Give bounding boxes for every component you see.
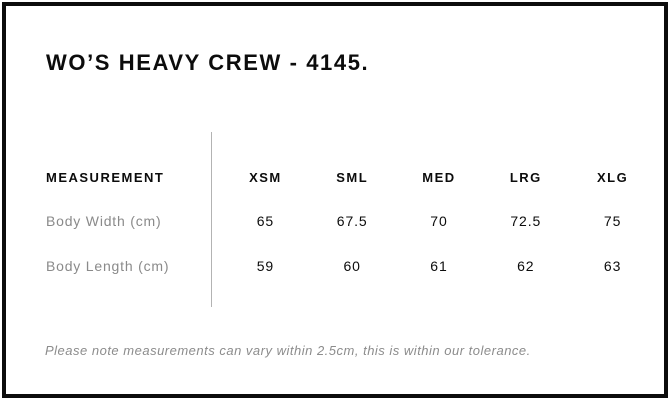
body-width-xlg-value: 75 <box>603 213 622 229</box>
measurement-column-header: MEASUREMENT <box>46 169 165 185</box>
row-label-body-width: Body Width (cm) <box>46 213 162 229</box>
body-length-xlg-value: 63 <box>603 258 622 274</box>
body-width-lrg-value: 72.5 <box>510 213 542 229</box>
size-column-header-xlg: XLG <box>596 169 629 185</box>
body-width-xsm-value: 65 <box>256 213 275 229</box>
row-label-body-length: Body Length (cm) <box>46 258 170 274</box>
page-title: WO’S HEAVY CREW - 4145. <box>46 50 370 75</box>
table-row-body-width: Body Width (cm) 65 67.5 70 72.5 75 <box>0 207 670 235</box>
body-length-lrg-value: 62 <box>517 258 535 274</box>
body-width-sml-value: 67.5 <box>336 213 368 229</box>
size-column-header-lrg: LRG <box>509 169 542 185</box>
table-column-divider <box>211 132 212 307</box>
body-length-xsm-value: 59 <box>256 258 275 274</box>
body-length-sml-value: 60 <box>343 258 361 274</box>
size-column-header-xsm: XSM <box>249 169 282 185</box>
size-column-header-sml: SML <box>336 169 369 185</box>
tolerance-note: Please note measurements can vary within… <box>45 343 531 358</box>
size-column-header-med: MED <box>422 169 456 185</box>
table-row-body-length: Body Length (cm) 59 60 61 62 63 <box>0 252 670 280</box>
body-width-med-value: 70 <box>430 213 448 229</box>
body-length-med-value: 61 <box>430 258 448 274</box>
size-chart-header-row: MEASUREMENT XSM SML MED LRG XLG <box>0 163 670 191</box>
